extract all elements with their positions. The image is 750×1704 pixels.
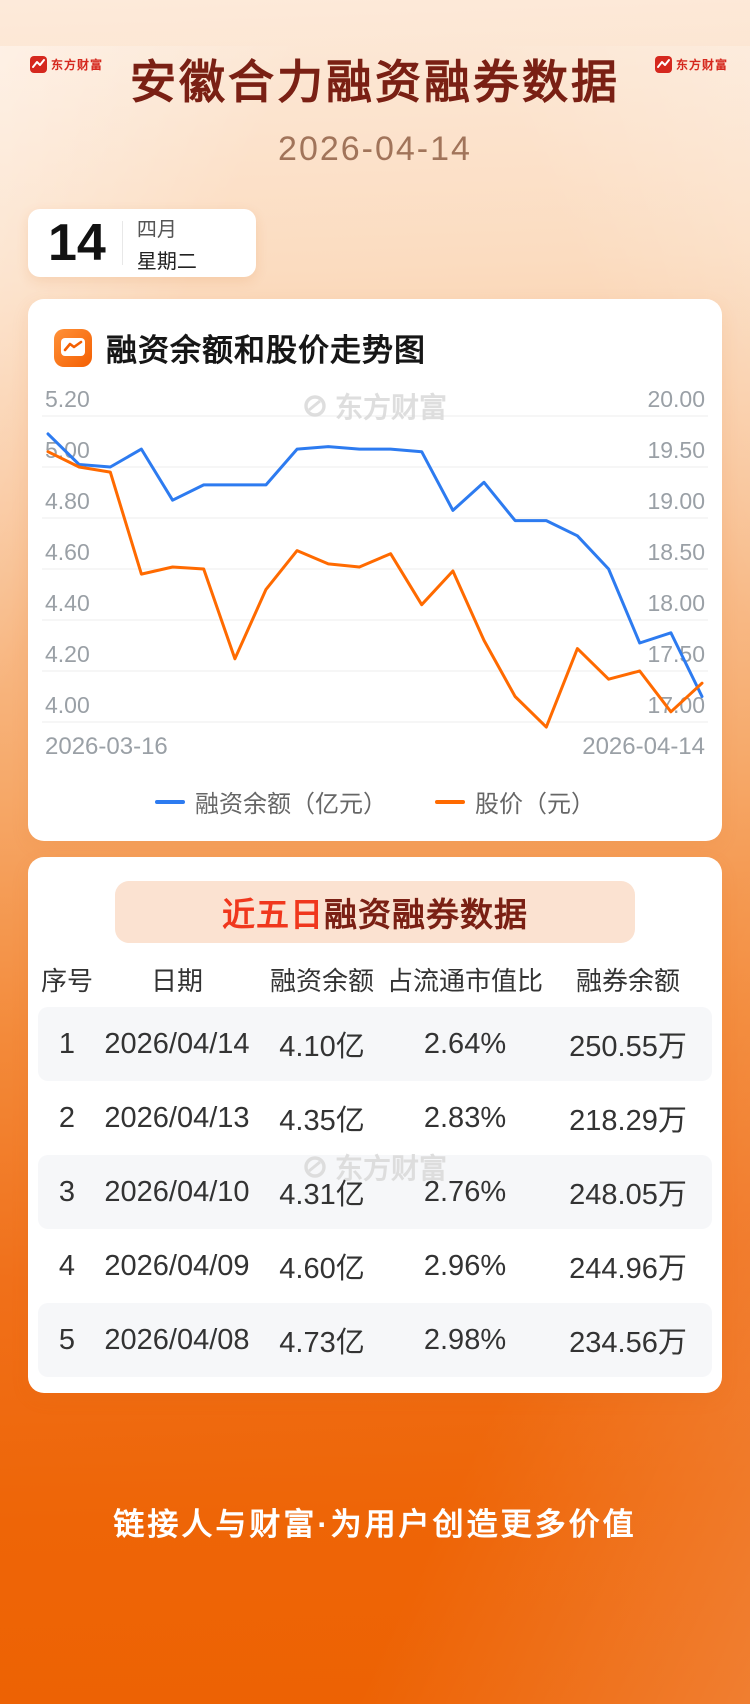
page-title: 安徽合力融资融券数据: [130, 56, 620, 108]
table-cell: 5: [58, 1323, 76, 1356]
legend-label: 融资余额（亿元）: [195, 791, 387, 818]
calendar-card: 14 四月 星期二: [28, 209, 256, 277]
table-row: 5 2026/04/08 4.73亿 2.98% 234.56万: [38, 1303, 712, 1377]
x-axis-end-label: 2026-04-14: [582, 733, 705, 760]
brand-logo-left: 东方财富: [30, 56, 103, 73]
legend-item: 融资余额（亿元）: [155, 784, 387, 819]
legend-swatch: [435, 799, 465, 804]
table-cell: 1: [58, 1027, 76, 1060]
x-axis-start-label: 2026-03-16: [45, 733, 168, 760]
table-card: 近五日 融资融券数据 东方财富 序号 日期 融资余额 占流通市值比 融券余额 1 2026/0…: [28, 857, 722, 1393]
calendar-meta: 四月 星期二: [137, 213, 197, 274]
table-cell: 2.96%: [423, 1249, 507, 1282]
brand-icon: [654, 56, 672, 73]
calendar-weekday: 星期二: [136, 250, 197, 273]
right-axis-tick: 18.00: [647, 590, 705, 616]
table-cell: 2026/04/09: [104, 1249, 250, 1282]
left-axis-tick: 4.60: [45, 539, 90, 565]
table-cell: 2.76%: [423, 1175, 507, 1208]
table-cell: 250.55万: [569, 1031, 687, 1063]
legend-label: 股价（元）: [475, 791, 595, 818]
series-line-right: [46, 450, 704, 729]
table-cell: 3: [58, 1175, 76, 1208]
margin-data-table: 序号 日期 融资余额 占流通市值比 融券余额 1 2026/04/14 4.10亿 2.64% 2…: [38, 951, 712, 1377]
table-cell: 218.29万: [569, 1105, 687, 1137]
corner-brand-row: 东方财富 东方财富: [30, 56, 728, 73]
table-row: 2 2026/04/13 4.35亿 2.83% 218.29万: [38, 1081, 712, 1155]
right-axis-tick: 19.00: [647, 488, 705, 514]
table-cell: 4.10亿: [279, 1031, 365, 1063]
chart-section-header: 融资余额和股价走势图: [42, 325, 708, 370]
left-axis-tick: 5.00: [45, 437, 90, 463]
column-header: 融券余额: [575, 965, 680, 996]
calendar-month: 四月: [136, 218, 177, 241]
table-cell: 2026/04/14: [104, 1027, 250, 1060]
trend-chart: 5.20 20.00 5.00 19.50 4.80 19.00 4.60 18.50 4.40…: [42, 386, 708, 760]
table-cell: 2026/04/08: [104, 1323, 250, 1356]
brand-icon: [30, 56, 47, 73]
table-title-rest: 融资融券数据: [324, 896, 528, 933]
right-axis-tick: 18.50: [647, 539, 705, 565]
calendar-day: 14: [48, 214, 106, 272]
series-line-left: [46, 432, 704, 698]
table-header-row: 序号 日期 融资余额 占流通市值比 融券余额: [38, 951, 712, 1007]
chart-legend: 融资余额（亿元） 股价（元）: [42, 784, 708, 819]
table-cell: 4.73亿: [279, 1327, 365, 1359]
brand-name: 东方财富: [675, 58, 728, 72]
calendar-divider: [121, 221, 123, 265]
column-header: 占流通市值比: [386, 965, 543, 996]
chart-card: 融资余额和股价走势图 东方财富 5.20 20.00 5.00 19.50 4.80 19…: [28, 299, 722, 841]
right-axis-tick: 20.00: [647, 386, 705, 412]
column-header: 序号: [40, 965, 93, 996]
table-area: 东方财富 序号 日期 融资余额 占流通市值比 融券余额 1 2026/04/14 4.10亿 2…: [38, 951, 712, 1377]
right-axis-tick: 19.50: [647, 437, 705, 463]
legend-item: 股价（元）: [435, 784, 595, 819]
table-cell: 4.31亿: [279, 1179, 365, 1211]
table-cell: 4.35亿: [279, 1105, 365, 1137]
chart-title: 融资余额和股价走势图: [106, 333, 426, 368]
table-cell: 2.83%: [423, 1101, 507, 1134]
table-cell: 4.60亿: [279, 1253, 365, 1285]
page-date: 2026-04-14: [278, 130, 472, 168]
left-axis-tick: 4.80: [45, 488, 90, 514]
table-cell: 248.05万: [569, 1179, 687, 1211]
table-row: 3 2026/04/10 4.31亿 2.76% 248.05万: [38, 1155, 712, 1229]
table-title-banner: 近五日 融资融券数据: [115, 881, 635, 943]
brand-logo-right: 东方财富: [654, 56, 728, 73]
table-row: 1 2026/04/14 4.10亿 2.64% 250.55万: [38, 1007, 712, 1081]
column-header: 融资余额: [269, 965, 374, 996]
legend-swatch: [155, 799, 185, 804]
trend-chart-icon: [54, 328, 92, 367]
left-axis-tick: 4.20: [45, 641, 90, 667]
trend-chart-icon-glyph: [61, 337, 85, 356]
column-header: 日期: [150, 965, 203, 996]
table-cell: 2.64%: [423, 1027, 507, 1060]
table-cell: 2026/04/13: [104, 1101, 250, 1134]
table-cell: 2026/04/10: [104, 1175, 250, 1208]
left-axis-tick: 4.00: [45, 692, 90, 718]
left-axis-tick: 5.20: [45, 386, 90, 412]
table-cell: 234.56万: [569, 1327, 687, 1359]
table-cell: 2.98%: [423, 1323, 507, 1356]
table-title-highlight: 近五日: [222, 896, 324, 933]
table-cell: 244.96万: [569, 1253, 687, 1285]
left-axis-tick: 4.40: [45, 590, 90, 616]
table-cell: 2: [58, 1101, 76, 1134]
footer-slogan: 链接人与财富·为用户创造更多价值: [113, 1507, 637, 1542]
table-cell: 4: [58, 1249, 76, 1282]
table-row: 4 2026/04/09 4.60亿 2.96% 244.96万: [38, 1229, 712, 1303]
chart-area: 东方财富 5.20 20.00 5.00 19.50 4.80 19.00 4.60 18.5…: [42, 386, 708, 772]
brand-name: 东方财富: [51, 58, 104, 72]
